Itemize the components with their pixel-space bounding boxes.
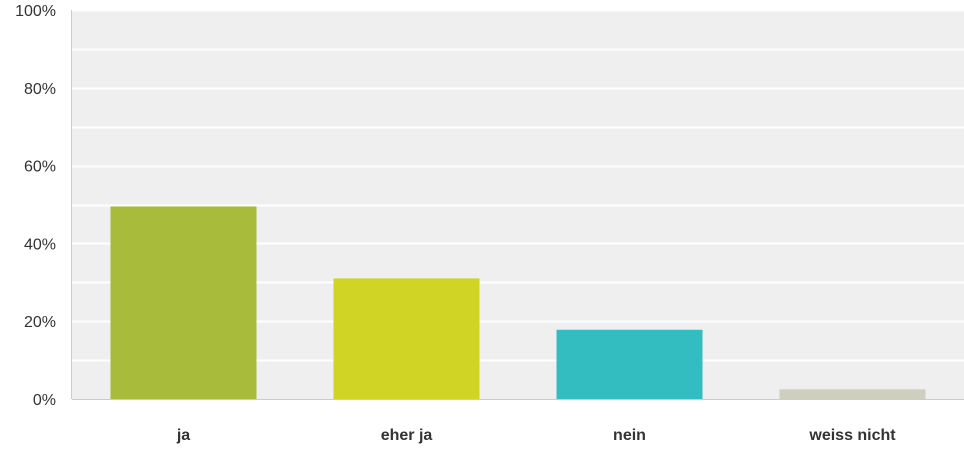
bar-eher-ja [333, 278, 480, 399]
y-tick-label: 40% [24, 236, 56, 253]
x-tick-label: nein [613, 427, 646, 444]
x-axis-labels: ja eher ja nein weiss nicht [176, 427, 896, 444]
y-axis-ticks: 0% 20% 40% 60% 80% 100% [15, 3, 56, 409]
y-tick-label: 20% [24, 314, 56, 331]
bar-ja [110, 206, 257, 399]
bar-nein [556, 329, 703, 399]
y-tick-label: 0% [33, 392, 56, 409]
bars [110, 206, 926, 399]
y-tick-label: 60% [24, 159, 56, 176]
x-tick-label: ja [176, 427, 190, 444]
x-tick-label: eher ja [381, 427, 433, 444]
gridlines [72, 9, 964, 362]
y-tick-label: 80% [24, 81, 56, 98]
x-tick-label: weiss nicht [808, 427, 896, 444]
bar-weiss-nicht [779, 389, 926, 399]
y-tick-label: 100% [15, 3, 56, 20]
